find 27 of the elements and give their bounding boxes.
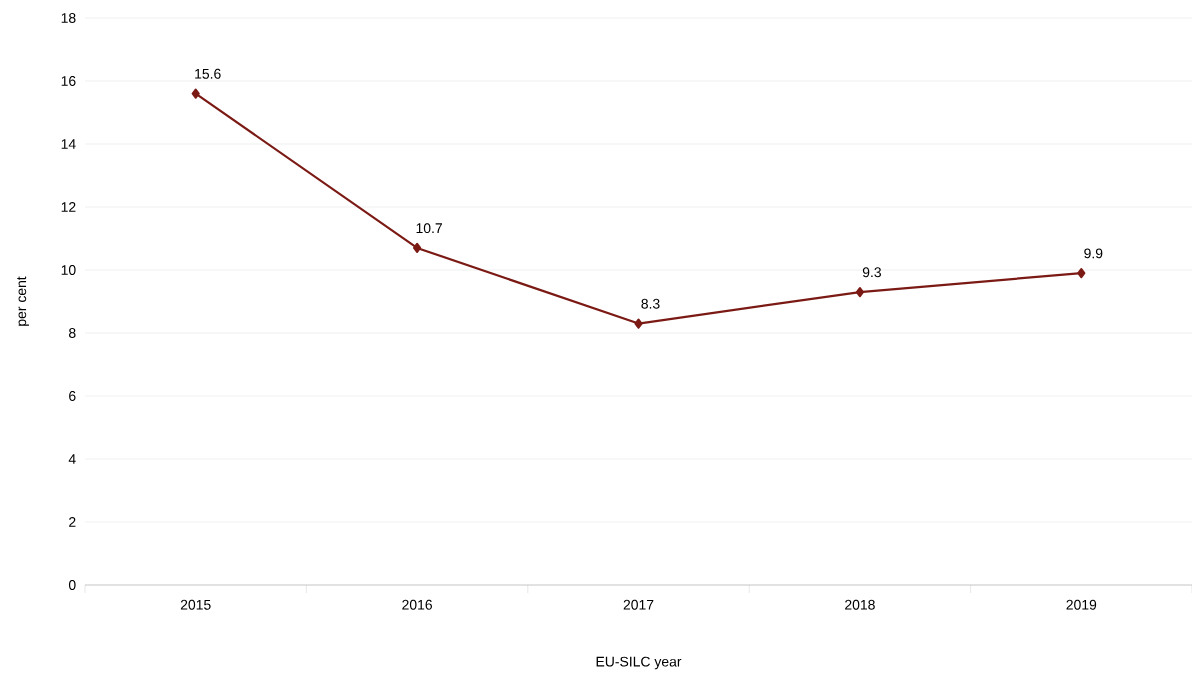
y-axis-title: per cent: [17, 276, 29, 326]
data-label: 8.3: [641, 298, 660, 309]
x-axis-title: EU-SILC year: [596, 656, 682, 670]
y-tick-label: 2: [69, 517, 76, 527]
x-tick-label: 2019: [1066, 599, 1097, 610]
point: [855, 286, 865, 298]
y-tick-label: 12: [61, 202, 76, 212]
x-tick-label: 2015: [180, 599, 211, 610]
x-tick-label: 2018: [845, 599, 875, 610]
data-label: 10.7: [416, 223, 442, 234]
data-label: 9.9: [1084, 248, 1103, 259]
data-label: 15.6: [195, 68, 221, 79]
x-tick-label: 2017: [623, 599, 654, 610]
y-tick-label: 16: [61, 76, 76, 86]
data-label: 9.3: [862, 267, 881, 278]
point: [413, 242, 422, 254]
point: [1077, 268, 1086, 279]
y-tick-label: 18: [61, 13, 76, 23]
x-tick-label: 2016: [402, 599, 432, 610]
y-tick-label: 6: [69, 391, 76, 401]
point: [634, 318, 643, 329]
y-tick-label: 0: [68, 580, 76, 590]
y-tick-label: 8: [69, 328, 76, 338]
y-tick-label: 14: [61, 139, 76, 149]
y-tick-label: 10: [61, 265, 76, 275]
y-tick-label: 4: [68, 454, 76, 464]
point: [191, 88, 200, 99]
